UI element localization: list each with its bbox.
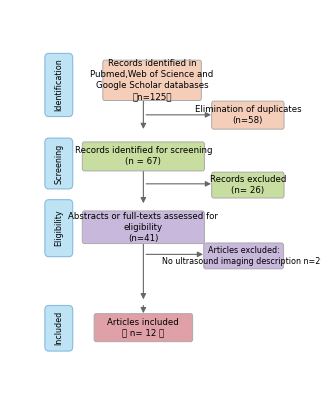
FancyBboxPatch shape xyxy=(45,200,73,257)
Text: Elimination of duplicates
(n=58): Elimination of duplicates (n=58) xyxy=(195,105,301,125)
FancyBboxPatch shape xyxy=(45,53,73,116)
Text: Articles included
（ n= 12 ）: Articles included （ n= 12 ） xyxy=(108,318,179,338)
FancyBboxPatch shape xyxy=(103,60,201,100)
FancyBboxPatch shape xyxy=(45,138,73,189)
FancyBboxPatch shape xyxy=(45,306,73,351)
Text: Records identified for screening
(n = 67): Records identified for screening (n = 67… xyxy=(74,146,212,166)
FancyBboxPatch shape xyxy=(204,243,283,269)
Text: Records identified in
Pubmed,Web of Science and
Google Scholar databases
（n=125）: Records identified in Pubmed,Web of Scie… xyxy=(91,59,214,102)
FancyBboxPatch shape xyxy=(212,172,284,198)
Text: Screening: Screening xyxy=(54,143,63,184)
Text: Records excluded
(n= 26): Records excluded (n= 26) xyxy=(210,175,286,195)
FancyBboxPatch shape xyxy=(82,211,204,244)
Text: Included: Included xyxy=(54,311,63,346)
FancyBboxPatch shape xyxy=(212,101,284,129)
Text: Articles excluded:
No ultrasound imaging description n=29: Articles excluded: No ultrasound imaging… xyxy=(162,246,321,266)
Text: Eligibility: Eligibility xyxy=(54,210,63,246)
Text: Abstracts or full-texts assessed for
eligibility
(n=41): Abstracts or full-texts assessed for eli… xyxy=(68,212,218,243)
FancyBboxPatch shape xyxy=(82,142,204,171)
Text: Identification: Identification xyxy=(54,58,63,111)
FancyBboxPatch shape xyxy=(94,314,193,342)
